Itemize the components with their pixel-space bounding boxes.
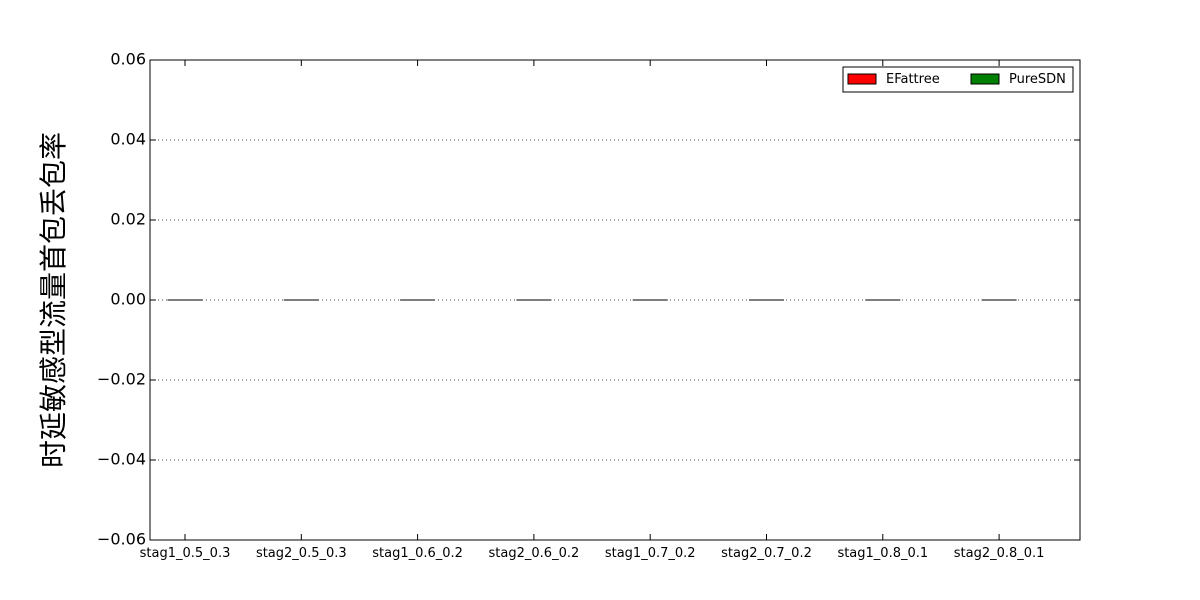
x-tick-label: stag2_0.7_0.2 (721, 546, 812, 561)
legend-label-puresdn: PureSDN (1009, 72, 1066, 87)
x-tick-label: stag1_0.8_0.1 (837, 546, 928, 561)
y-tick-label: −0.02 (97, 370, 146, 389)
legend-swatch-efattree (847, 73, 877, 85)
legend-frame (842, 66, 1074, 93)
legend-swatch-puresdn (970, 73, 1000, 85)
x-tick-label: stag2_0.8_0.1 (954, 546, 1045, 561)
x-tick-labels: stag1_0.5_0.3 stag2_0.5_0.3 stag1_0.6_0.2 s… (140, 546, 1045, 561)
y-tick-labels: 0.06 0.04 0.02 0.00 −0.02 −0.04 −0.06 (97, 50, 146, 549)
x-tick-label: stag2_0.6_0.2 (489, 546, 580, 561)
legend: EFattree PureSDN (842, 66, 1074, 93)
ticks (150, 59, 1080, 541)
x-tick-label: stag1_0.6_0.2 (372, 546, 463, 561)
y-tick-label: 0.06 (110, 50, 146, 69)
y-tick-label: 0.04 (110, 130, 146, 149)
grid-lines (150, 139, 1080, 461)
y-tick-label: 0.02 (110, 210, 146, 229)
x-tick-label: stag2_0.5_0.3 (256, 546, 347, 561)
x-tick-label: stag1_0.7_0.2 (605, 546, 696, 561)
y-tick-label: −0.04 (97, 450, 146, 469)
y-tick-label: −0.06 (97, 530, 146, 549)
x-tick-label: stag1_0.5_0.3 (140, 546, 231, 561)
y-tick-label: 0.00 (110, 290, 146, 309)
legend-label-efattree: EFattree (886, 72, 940, 87)
y-axis-title: 时延敏感型流量首包丢包率 (37, 132, 70, 468)
